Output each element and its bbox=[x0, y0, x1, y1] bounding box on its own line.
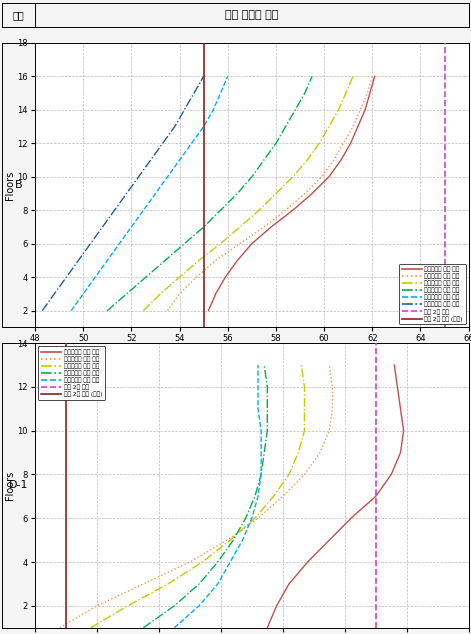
Text: D-1: D-1 bbox=[9, 481, 28, 491]
Text: B: B bbox=[15, 180, 23, 190]
Y-axis label: Floors: Floors bbox=[5, 471, 15, 500]
Y-axis label: Floors: Floors bbox=[5, 171, 15, 200]
Legend: 현대블루밍 가동 동측, 현대블루밍 나동 동측, 현대블루밍 다동 동측, 현대블루밍 라동 동측, 현대블루밍 마동 동측, 현대블루밍 바동 동측, 환경: 현대블루밍 가동 동측, 현대블루밍 나동 동측, 현대블루밍 다동 동측, 현… bbox=[398, 264, 466, 325]
X-axis label: Leq[dB(A)]: Leq[dB(A)] bbox=[226, 346, 278, 356]
Text: 층별 소음도 추이: 층별 소음도 추이 bbox=[225, 10, 278, 20]
Text: 순번: 순번 bbox=[13, 10, 24, 20]
Legend: 현대블루밍 가동 동측, 현대블루밍 나동 동측, 현대블루밍 다동 동측, 현대블루밍 라동 동측, 현대블루밍 마동 동측, 환경 2종 기준, 환경 2종: 현대블루밍 가동 동측, 현대블루밍 나동 동측, 현대블루밍 다동 동측, 현… bbox=[38, 346, 105, 400]
